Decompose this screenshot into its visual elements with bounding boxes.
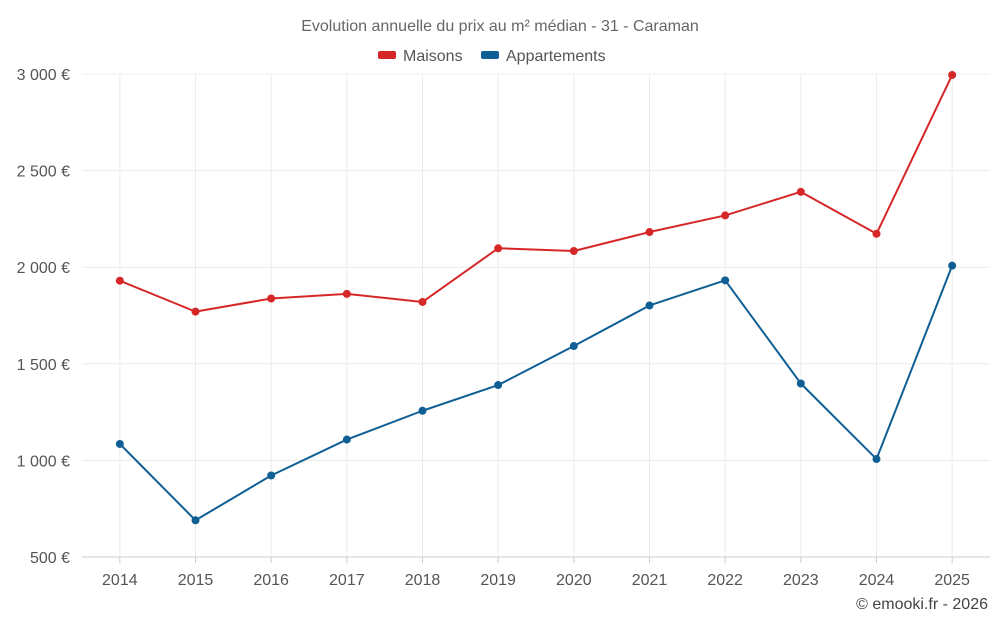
data-point-maisons[interactable] [948,70,957,79]
data-point-maisons[interactable] [569,246,578,255]
data-point-maisons[interactable] [115,276,124,285]
credit-text: © emooki.fr - 2026 [856,596,988,613]
data-point-appartements[interactable] [418,406,427,415]
series-maisons [115,70,957,316]
data-point-maisons[interactable] [721,211,730,220]
y-tick-label: 2 000 € [17,260,70,277]
gridlines [82,73,990,557]
legend-label-maisons: Maisons [403,48,463,65]
data-point-maisons[interactable] [796,187,805,196]
data-point-appartements[interactable] [342,435,351,444]
legend-swatch-appartements [481,51,499,59]
data-point-appartements[interactable] [645,301,654,310]
x-tick-label: 2014 [102,572,138,589]
legend: Maisons Appartements [378,48,606,65]
y-tick-label: 500 € [30,550,70,567]
series-line-maisons [119,74,954,313]
data-point-appartements[interactable] [796,379,805,388]
legend-swatch-maisons [378,51,396,59]
data-point-maisons[interactable] [645,228,654,237]
x-tick-label: 2017 [329,572,365,589]
data-point-appartements[interactable] [569,342,578,351]
x-tick-label: 2024 [859,572,895,589]
x-tick-label: 2020 [556,572,592,589]
x-tick-label: 2019 [480,572,516,589]
data-point-appartements[interactable] [115,439,124,448]
y-tick-label: 2 500 € [17,164,70,181]
series-line-appartements [119,265,954,522]
y-tick-label: 1 000 € [17,453,70,470]
x-tick-label: 2015 [178,572,214,589]
chart-title: Evolution annuelle du prix au m² médian … [301,18,699,35]
x-tick-label: 2023 [783,572,819,589]
x-tick-label: 2018 [405,572,441,589]
data-point-appartements[interactable] [721,276,730,285]
y-tick-label: 3 000 € [17,67,70,84]
data-point-appartements[interactable] [948,261,957,270]
data-point-maisons[interactable] [191,307,200,316]
legend-item-maisons[interactable]: Maisons [378,48,463,65]
legend-item-appartements[interactable]: Appartements [481,48,606,65]
series-group [115,70,957,525]
data-point-maisons[interactable] [267,294,276,303]
x-tick-label: 2016 [253,572,289,589]
data-point-appartements[interactable] [494,381,503,390]
x-axis: 2014 2015 2016 2017 2018 2019 2020 2021 2022 2023… [82,556,990,589]
y-axis: 500 € 1 000 € 1 500 € 2 000 € 2 500 € 3 000 € [17,67,70,567]
y-tick-label: 1 500 € [17,357,70,374]
data-point-appartements[interactable] [872,455,881,464]
data-point-maisons[interactable] [872,229,881,238]
x-tick-label: 2022 [707,572,743,589]
data-point-maisons[interactable] [494,244,503,253]
data-point-appartements[interactable] [267,471,276,480]
x-tick-label: 2025 [934,572,970,589]
data-point-maisons[interactable] [342,289,351,298]
data-point-maisons[interactable] [418,297,427,306]
x-tick-label: 2021 [632,572,668,589]
series-appartements [115,261,957,525]
data-point-appartements[interactable] [191,516,200,525]
legend-label-appartements: Appartements [506,48,606,65]
